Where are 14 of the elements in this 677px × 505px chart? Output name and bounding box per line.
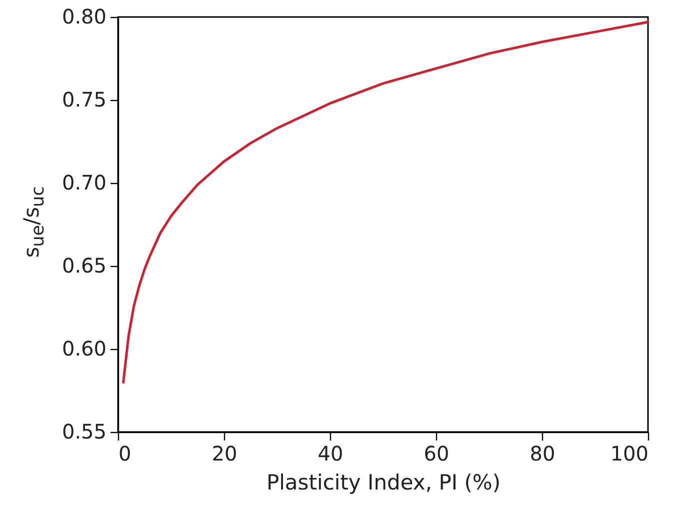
x-tick-label: 0 (118, 442, 132, 466)
x-tick-label: 20 (212, 442, 238, 466)
y-tick-label: 0.70 (62, 170, 106, 194)
x-tick-label: 100 (610, 442, 648, 466)
y-tick-label: 0.60 (62, 336, 106, 360)
x-axis-title: Plasticity Index, PI (%) (266, 470, 501, 494)
x-tick-label: 80 (530, 442, 556, 466)
y-tick-label: 0.80 (62, 4, 106, 28)
y-tick-label: 0.75 (62, 88, 106, 112)
y-tick-label: 0.65 (62, 254, 106, 278)
y-tick-label: 0.55 (62, 420, 106, 444)
x-tick-label: 40 (318, 442, 344, 466)
x-tick-label: 60 (424, 442, 450, 466)
line-series (122, 20, 650, 384)
